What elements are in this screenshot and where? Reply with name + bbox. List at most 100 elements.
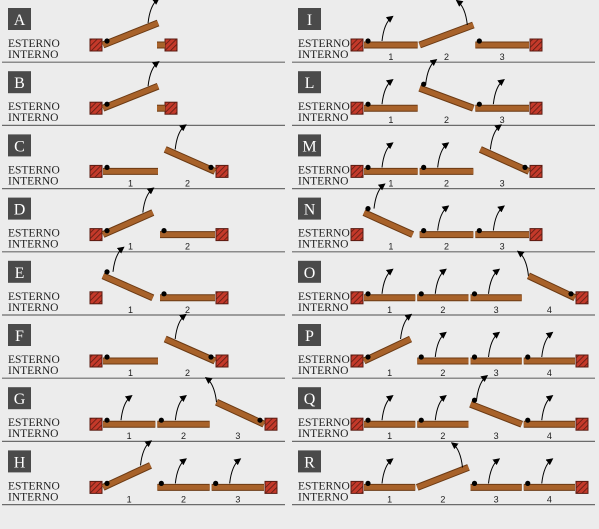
panel-number: 1: [388, 115, 393, 125]
panel-number: 2: [444, 52, 449, 62]
hinge-pivot: [421, 164, 427, 170]
letter-badge-label: Q: [304, 391, 316, 408]
hinge-pivot: [365, 164, 371, 170]
outside-label: ESTERNO: [298, 164, 350, 176]
hinge-pivot: [418, 417, 424, 423]
door-leaf: [101, 210, 154, 237]
panel-number: 2: [440, 305, 445, 315]
inside-label: INTERNO: [8, 365, 58, 377]
letter-badge: [8, 324, 31, 346]
letter-badge-label: D: [14, 202, 26, 219]
opening-arrow-icon: [476, 374, 489, 401]
panel-number: 3: [500, 178, 505, 188]
hinge-pivot: [365, 354, 371, 360]
panel-number: 2: [444, 178, 449, 188]
wall-hatch: [164, 101, 178, 115]
outside-label: ESTERNO: [8, 480, 60, 492]
hinge-pivot: [158, 417, 164, 423]
opening-arrow-icon: [381, 458, 394, 484]
panel-number: 2: [440, 494, 445, 504]
inside-label: INTERNO: [298, 175, 348, 187]
wall-hatch: [215, 291, 229, 305]
opening-arrow-icon: [147, 0, 160, 24]
wall-hatch: [350, 291, 364, 305]
letter-badge-label: C: [14, 138, 25, 155]
hinge-pivot: [568, 291, 574, 297]
opening-arrow-icon: [425, 58, 438, 85]
hinge-pivot: [257, 417, 263, 423]
panel-number: 4: [547, 305, 552, 315]
inside-label: INTERNO: [298, 112, 348, 124]
panel-number: 2: [444, 115, 449, 125]
letter-badge-label: O: [304, 265, 316, 282]
hinge-pivot: [471, 354, 478, 360]
panel-number: 3: [500, 242, 505, 252]
hinge-pivot: [208, 164, 214, 170]
opening-arrow-icon: [381, 78, 394, 105]
hinge-pivot: [421, 81, 427, 87]
letter-badge-label: R: [304, 454, 315, 471]
door-leaf: [527, 273, 577, 301]
letter-badge: [8, 71, 31, 94]
panel-number: 3: [494, 494, 499, 504]
opening-arrow-icon: [174, 313, 187, 340]
letter-badge-label: L: [305, 75, 315, 92]
outside-label: ESTERNO: [8, 228, 60, 240]
opening-arrow-icon: [437, 142, 450, 168]
panel-number: 2: [440, 368, 445, 378]
letter-badge: [298, 71, 321, 94]
wall-hatch: [215, 354, 229, 368]
outside-label: ESTERNO: [298, 480, 350, 492]
inside-label: INTERNO: [298, 239, 348, 251]
opening-arrow-icon: [541, 458, 554, 484]
hinge-pivot: [104, 417, 110, 423]
opening-arrow-icon: [516, 250, 529, 276]
door-leaf: [164, 336, 217, 364]
letter-badge: [8, 387, 31, 410]
letter-badge: [298, 260, 321, 283]
panel-number: 3: [235, 431, 240, 441]
panel-number: 4: [547, 494, 552, 504]
hinge-pivot: [208, 354, 214, 360]
opening-arrow-icon: [112, 246, 125, 272]
hinge-pivot: [161, 228, 167, 234]
letter-badge: [298, 134, 321, 157]
panel-number: 4: [547, 368, 552, 378]
letter-badge: [8, 197, 31, 220]
opening-arrow-icon: [120, 394, 133, 421]
panel-number: 2: [444, 242, 449, 252]
letter-badge-label: P: [305, 328, 314, 345]
panel-number: 3: [494, 431, 499, 441]
panel-number: 2: [185, 368, 190, 378]
letter-badge: [8, 8, 31, 30]
hinge-pivot: [525, 480, 531, 486]
inside-label: INTERNO: [8, 175, 58, 187]
panel-number: 2: [185, 178, 190, 188]
panel-number: 3: [494, 368, 499, 378]
door-leaf: [102, 20, 159, 48]
hinge-pivot: [104, 101, 110, 107]
hinge-pivot: [104, 269, 110, 275]
wall-hatch: [89, 354, 103, 368]
opening-arrow-icon: [434, 394, 447, 421]
panel-number: 1: [388, 178, 393, 188]
panel-number: 1: [388, 52, 393, 62]
opening-arrow-icon: [455, 0, 468, 26]
panel-number: 1: [128, 305, 133, 315]
panel-number: 4: [547, 431, 552, 441]
panel-number: 2: [181, 431, 186, 441]
opening-arrow-icon: [492, 78, 505, 105]
opening-arrow-icon: [541, 331, 554, 358]
opening-arrow-icon: [400, 313, 413, 340]
wall-hatch: [89, 228, 103, 242]
opening-arrow-icon: [147, 60, 160, 87]
panel-number: 3: [500, 52, 505, 62]
panel-number: 1: [128, 178, 133, 188]
